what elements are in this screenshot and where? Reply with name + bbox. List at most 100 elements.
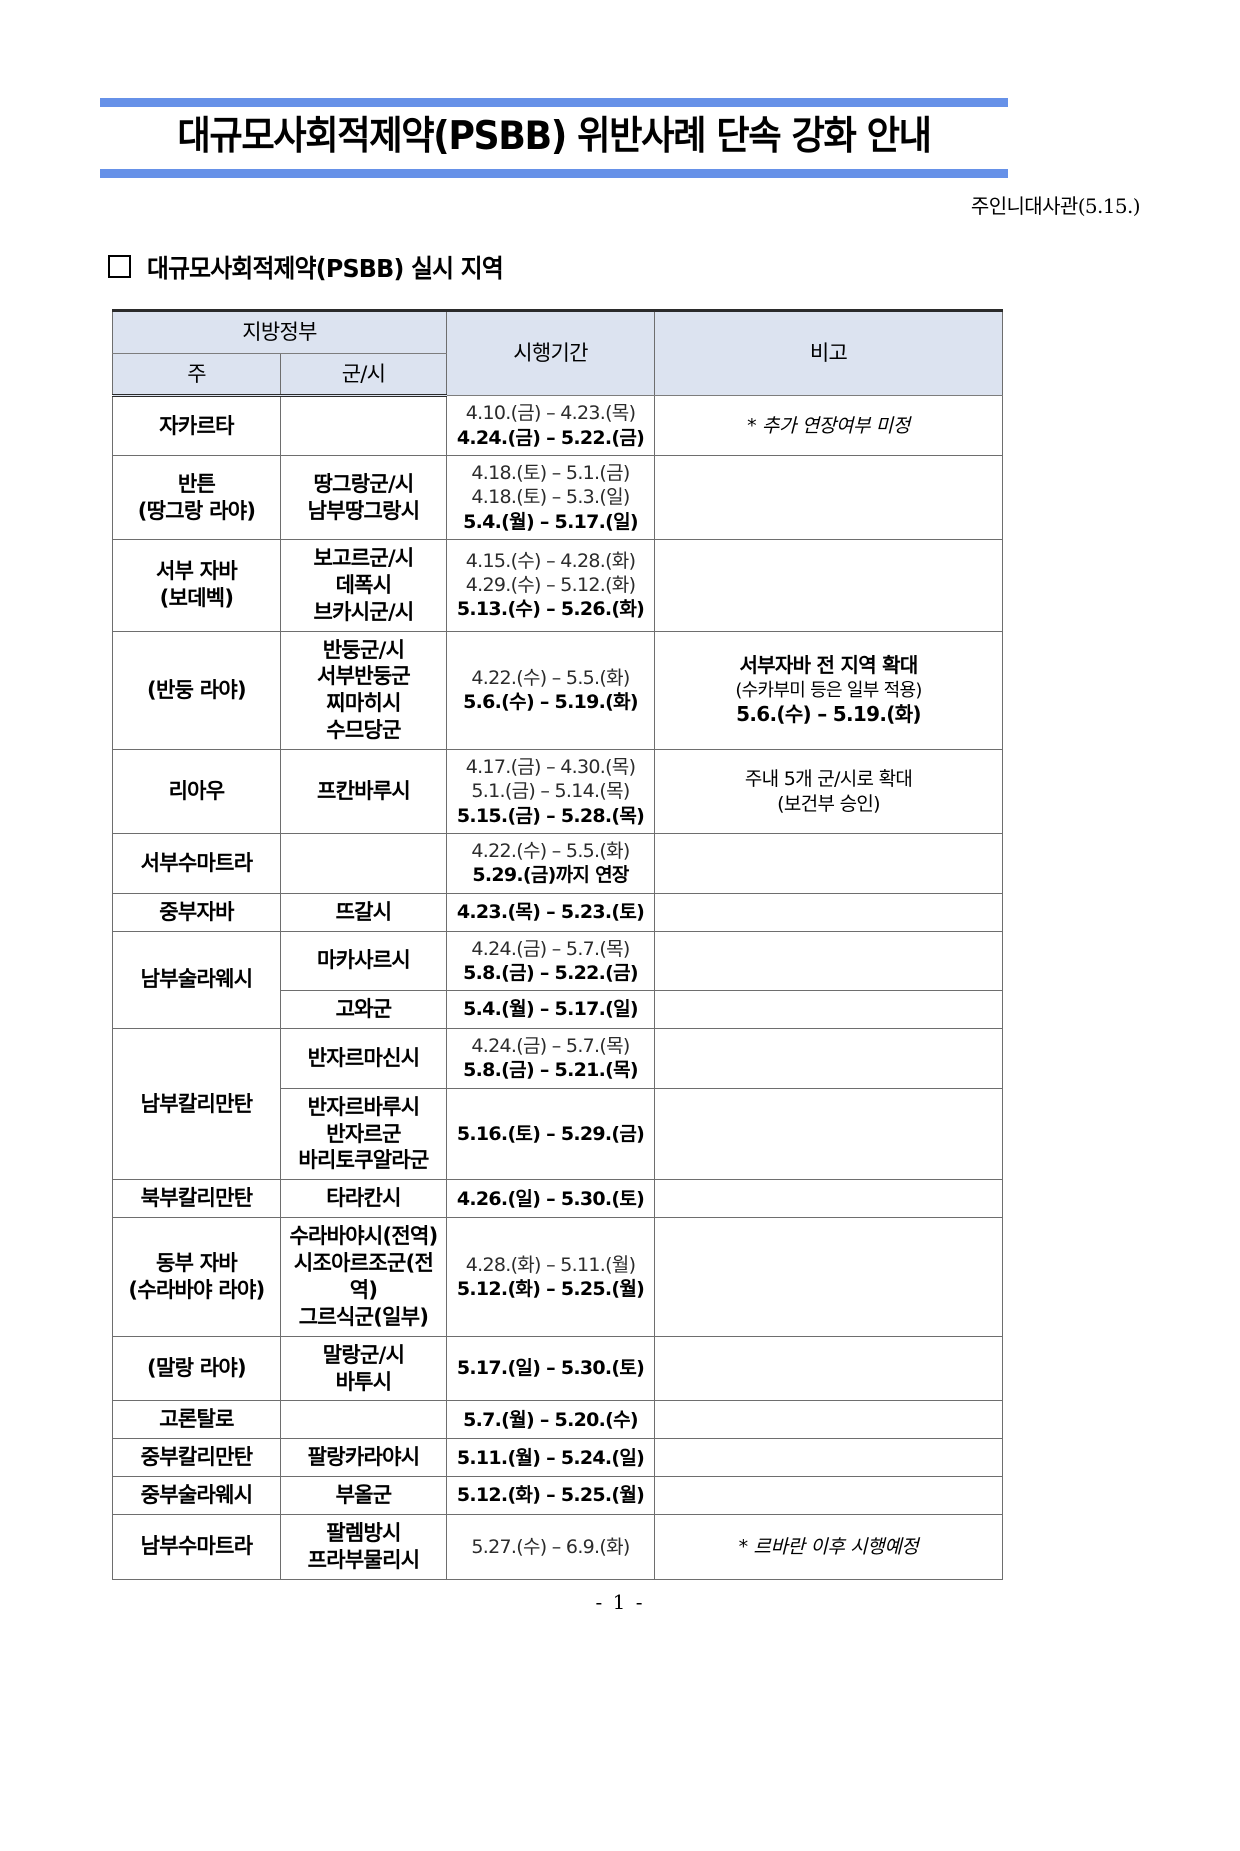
period-current: 5.12.(화) – 5.25.(월) xyxy=(456,1277,645,1300)
cell-period: 4.17.(금) – 4.30.(목) 5.1.(금) – 5.14.(목) 5.1… xyxy=(446,749,656,835)
cell-note xyxy=(654,1028,1004,1089)
cell-province: 남부수마트라 xyxy=(112,1514,281,1580)
page-number: - 1 - xyxy=(595,1590,645,1614)
period-current: 4.23.(목) – 5.23.(토) xyxy=(456,900,645,923)
cell-province: 중부자바 xyxy=(112,892,281,932)
table-row: (말랑 라야) 말랑군/시 바투시 5.17.(일) – 5.30.(토) xyxy=(112,1335,1004,1402)
cell-city-regency: 타라칸시 xyxy=(279,1179,448,1219)
psbb-table-wrap: 지방정부 시행기간 비고 주 군/시 자카르타 4.10.(금) – 4.23.(… xyxy=(111,308,1004,1580)
cell-note xyxy=(654,990,1004,1030)
period-previous: 4.24.(금) – 5.7.(목) xyxy=(471,937,630,960)
cell-city-regency: 반자르바루시 반자르군 바리토쿠알라군 xyxy=(279,1087,448,1181)
table-row: (반둥 라야) 반둥군/시 서부반둥군 찌마히시 수므당군 4.22.(수) – 5.5.… xyxy=(112,630,1004,751)
cell-province: 중부술라웨시 xyxy=(112,1476,281,1516)
psbb-region-table: 지방정부 시행기간 비고 주 군/시 자카르타 4.10.(금) – 4.23.(… xyxy=(111,308,1004,1580)
cell-province: 남부술라웨시 xyxy=(112,930,281,1030)
empty-square-icon xyxy=(108,255,131,279)
period-current: 4.26.(일) – 5.30.(토) xyxy=(456,1187,645,1210)
period-current: 5.6.(수) – 5.19.(화) xyxy=(463,691,638,714)
cell-period: 5.7.(월) – 5.20.(수) xyxy=(446,1400,656,1440)
table-row: 서부 자바 (보데벡) 보고르군/시 데폭시 브카시군/시 4.15.(수) – 4.28… xyxy=(112,538,1004,632)
table-body: 자카르타 4.10.(금) – 4.23.(목) 4.24.(금) – 5.22.(… xyxy=(112,395,1004,1580)
cell-period: 5.4.(월) – 5.17.(일) xyxy=(446,990,656,1030)
cell-period: 4.10.(금) – 4.23.(목) 4.24.(금) – 5.22.(금) xyxy=(446,395,656,457)
cell-note: * 추가 연장여부 미정 xyxy=(654,395,1004,457)
cell-city-regency: 반자르마신시 xyxy=(279,1028,448,1089)
period-previous: 4.22.(수) – 5.5.(화) xyxy=(471,840,630,863)
cell-period: 4.22.(수) – 5.5.(화) 5.6.(수) – 5.19.(화) xyxy=(446,630,656,751)
cell-province: 중부칼리만탄 xyxy=(112,1438,281,1478)
note-line: * 르바란 이후 시행예정 xyxy=(738,1535,919,1558)
cell-note xyxy=(654,930,1004,992)
cell-city-regency xyxy=(279,1400,448,1440)
period-current: 5.7.(월) – 5.20.(수) xyxy=(463,1408,638,1431)
period-previous: 4.18.(토) – 5.1.(금) xyxy=(471,462,630,485)
cell-note xyxy=(654,1217,1004,1337)
period-previous: 5.1.(금) – 5.14.(목) xyxy=(471,780,630,803)
table-head: 지방정부 시행기간 비고 주 군/시 xyxy=(111,308,1004,398)
cell-province: 북부칼리만탄 xyxy=(112,1179,281,1219)
cell-city-regency: 마카사르시 xyxy=(279,930,448,992)
note-line: * 추가 연장여부 미정 xyxy=(747,414,910,437)
table-row: 서부수마트라 4.22.(수) – 5.5.(화) 5.29.(금)까지 연장 xyxy=(112,833,1004,894)
cell-period: 5.17.(일) – 5.30.(토) xyxy=(446,1335,656,1402)
period-current: 5.4.(월) – 5.17.(일) xyxy=(463,998,638,1021)
cell-period: 4.24.(금) – 5.7.(목) 5.8.(금) – 5.21.(목) xyxy=(446,1028,656,1089)
period-current: 5.8.(금) – 5.22.(금) xyxy=(463,961,638,984)
cell-province: 리아우 xyxy=(112,749,281,835)
table-row: 자카르타 4.10.(금) – 4.23.(목) 4.24.(금) – 5.22.(… xyxy=(112,395,1004,457)
cell-period: 5.12.(화) – 5.25.(월) xyxy=(446,1476,656,1516)
period-previous: 4.22.(수) – 5.5.(화) xyxy=(471,667,630,690)
source-line: 주인니대사관(5.15.) xyxy=(970,193,1141,218)
cell-city-regency: 팔랑카라야시 xyxy=(279,1438,448,1478)
cell-province: 고론탈로 xyxy=(112,1400,281,1440)
period-previous: 4.15.(수) – 4.28.(화) xyxy=(465,549,636,572)
cell-note xyxy=(654,1087,1004,1181)
cell-period: 5.11.(월) – 5.24.(일) xyxy=(446,1438,656,1478)
note-line: 서부자바 전 지역 확대 xyxy=(739,653,918,678)
cell-note xyxy=(654,455,1004,540)
period-previous: 4.18.(토) – 5.3.(일) xyxy=(471,486,630,509)
note-line: (보건부 승인) xyxy=(777,792,880,815)
table-row: 반튼 (땅그랑 라야) 땅그랑군/시 남부땅그랑시 4.18.(토) – 5.1.(금)… xyxy=(112,455,1004,540)
period-previous: 5.27.(수) – 6.9.(화) xyxy=(471,1535,630,1558)
cell-province: 남부칼리만탄 xyxy=(112,1028,281,1181)
col-note: 비고 xyxy=(654,308,1004,397)
table-row: 남부수마트라 팔렘방시 프라부물리시 5.27.(수) – 6.9.(화) * 르바란 … xyxy=(112,1514,1004,1580)
col-province: 주 xyxy=(112,352,281,398)
cell-city-regency xyxy=(279,833,448,894)
cell-province: 서부 자바 (보데벡) xyxy=(112,538,281,632)
table-row: 리아우 프칸바루시 4.17.(금) – 4.30.(목) 5.1.(금) – 5.1… xyxy=(112,749,1004,835)
note-line: 주내 5개 군/시로 확대 xyxy=(744,768,913,791)
cell-note xyxy=(654,1179,1004,1219)
period-current: 5.8.(금) – 5.21.(목) xyxy=(463,1059,638,1082)
cell-note xyxy=(654,538,1004,632)
cell-province: 자카르타 xyxy=(112,395,281,457)
cell-note: * 르바란 이후 시행예정 xyxy=(654,1514,1004,1580)
period-current: 5.17.(일) – 5.30.(토) xyxy=(456,1357,645,1380)
period-previous: 4.28.(화) – 5.11.(월) xyxy=(465,1253,636,1276)
page-title: 대규모사회적제약(PSBB) 위반사례 단속 강화 안내 xyxy=(177,114,932,159)
period-previous: 4.17.(금) – 4.30.(목) xyxy=(465,756,636,779)
cell-note xyxy=(654,1400,1004,1440)
table-row: 남부술라웨시 마카사르시 4.24.(금) – 5.7.(목) 5.8.(금) – 5… xyxy=(112,930,1004,1030)
table-row: 중부칼리만탄 팔랑카라야시 5.11.(월) – 5.24.(일) xyxy=(112,1438,1004,1478)
col-group-local-gov: 지방정부 xyxy=(111,308,448,354)
cell-city-regency: 팔렘방시 프라부물리시 xyxy=(279,1514,448,1580)
cell-period: 4.15.(수) – 4.28.(화) 4.29.(수) – 5.12.(화) 5.… xyxy=(446,538,656,632)
cell-city-regency: 부올군 xyxy=(279,1476,448,1516)
period-current: 5.29.(금)까지 연장 xyxy=(472,864,629,887)
table-row: 중부자바 뜨갈시 4.23.(목) – 5.23.(토) xyxy=(112,892,1004,932)
cell-period: 5.16.(토) – 5.29.(금) xyxy=(446,1087,656,1181)
note-line: 5.6.(수) – 5.19.(화) xyxy=(736,701,921,726)
cell-city-regency xyxy=(279,395,448,457)
cell-period: 4.23.(목) – 5.23.(토) xyxy=(446,892,656,932)
cell-note xyxy=(654,1438,1004,1478)
period-current: 5.16.(토) – 5.29.(금) xyxy=(456,1122,645,1145)
section-heading-label: 대규모사회적제약(PSBB) 실시 지역 xyxy=(147,253,504,283)
table-row: 중부술라웨시 부올군 5.12.(화) – 5.25.(월) xyxy=(112,1476,1004,1516)
period-current: 5.13.(수) – 5.26.(화) xyxy=(456,598,645,621)
period-previous: 4.24.(금) – 5.7.(목) xyxy=(471,1035,630,1058)
cell-province: (반둥 라야) xyxy=(112,630,281,751)
table-row: 고와군 5.4.(월) – 5.17.(일) xyxy=(113,990,1004,1030)
